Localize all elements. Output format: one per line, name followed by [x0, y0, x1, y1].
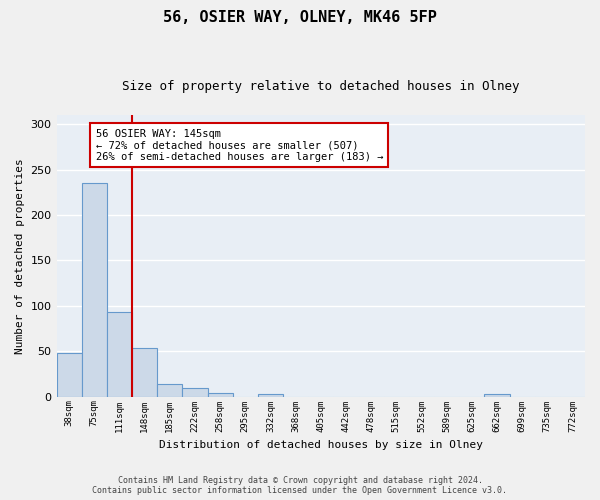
Bar: [484, 394, 509, 396]
Title: Size of property relative to detached houses in Olney: Size of property relative to detached ho…: [122, 80, 520, 93]
Bar: [56, 353, 82, 397]
Text: 56 OSIER WAY: 145sqm
← 72% of detached houses are smaller (507)
26% of semi-deta: 56 OSIER WAY: 145sqm ← 72% of detached h…: [95, 128, 383, 162]
Bar: [82, 183, 107, 396]
Bar: [208, 393, 233, 396]
X-axis label: Distribution of detached houses by size in Olney: Distribution of detached houses by size …: [159, 440, 483, 450]
Bar: [157, 384, 182, 396]
Bar: [107, 312, 132, 396]
Text: 56, OSIER WAY, OLNEY, MK46 5FP: 56, OSIER WAY, OLNEY, MK46 5FP: [163, 10, 437, 25]
Bar: [182, 388, 208, 396]
Text: Contains HM Land Registry data © Crown copyright and database right 2024.
Contai: Contains HM Land Registry data © Crown c…: [92, 476, 508, 495]
Bar: [132, 348, 157, 397]
Y-axis label: Number of detached properties: Number of detached properties: [15, 158, 25, 354]
Bar: [258, 394, 283, 396]
